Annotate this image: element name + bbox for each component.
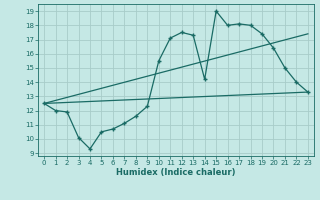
X-axis label: Humidex (Indice chaleur): Humidex (Indice chaleur) — [116, 168, 236, 177]
